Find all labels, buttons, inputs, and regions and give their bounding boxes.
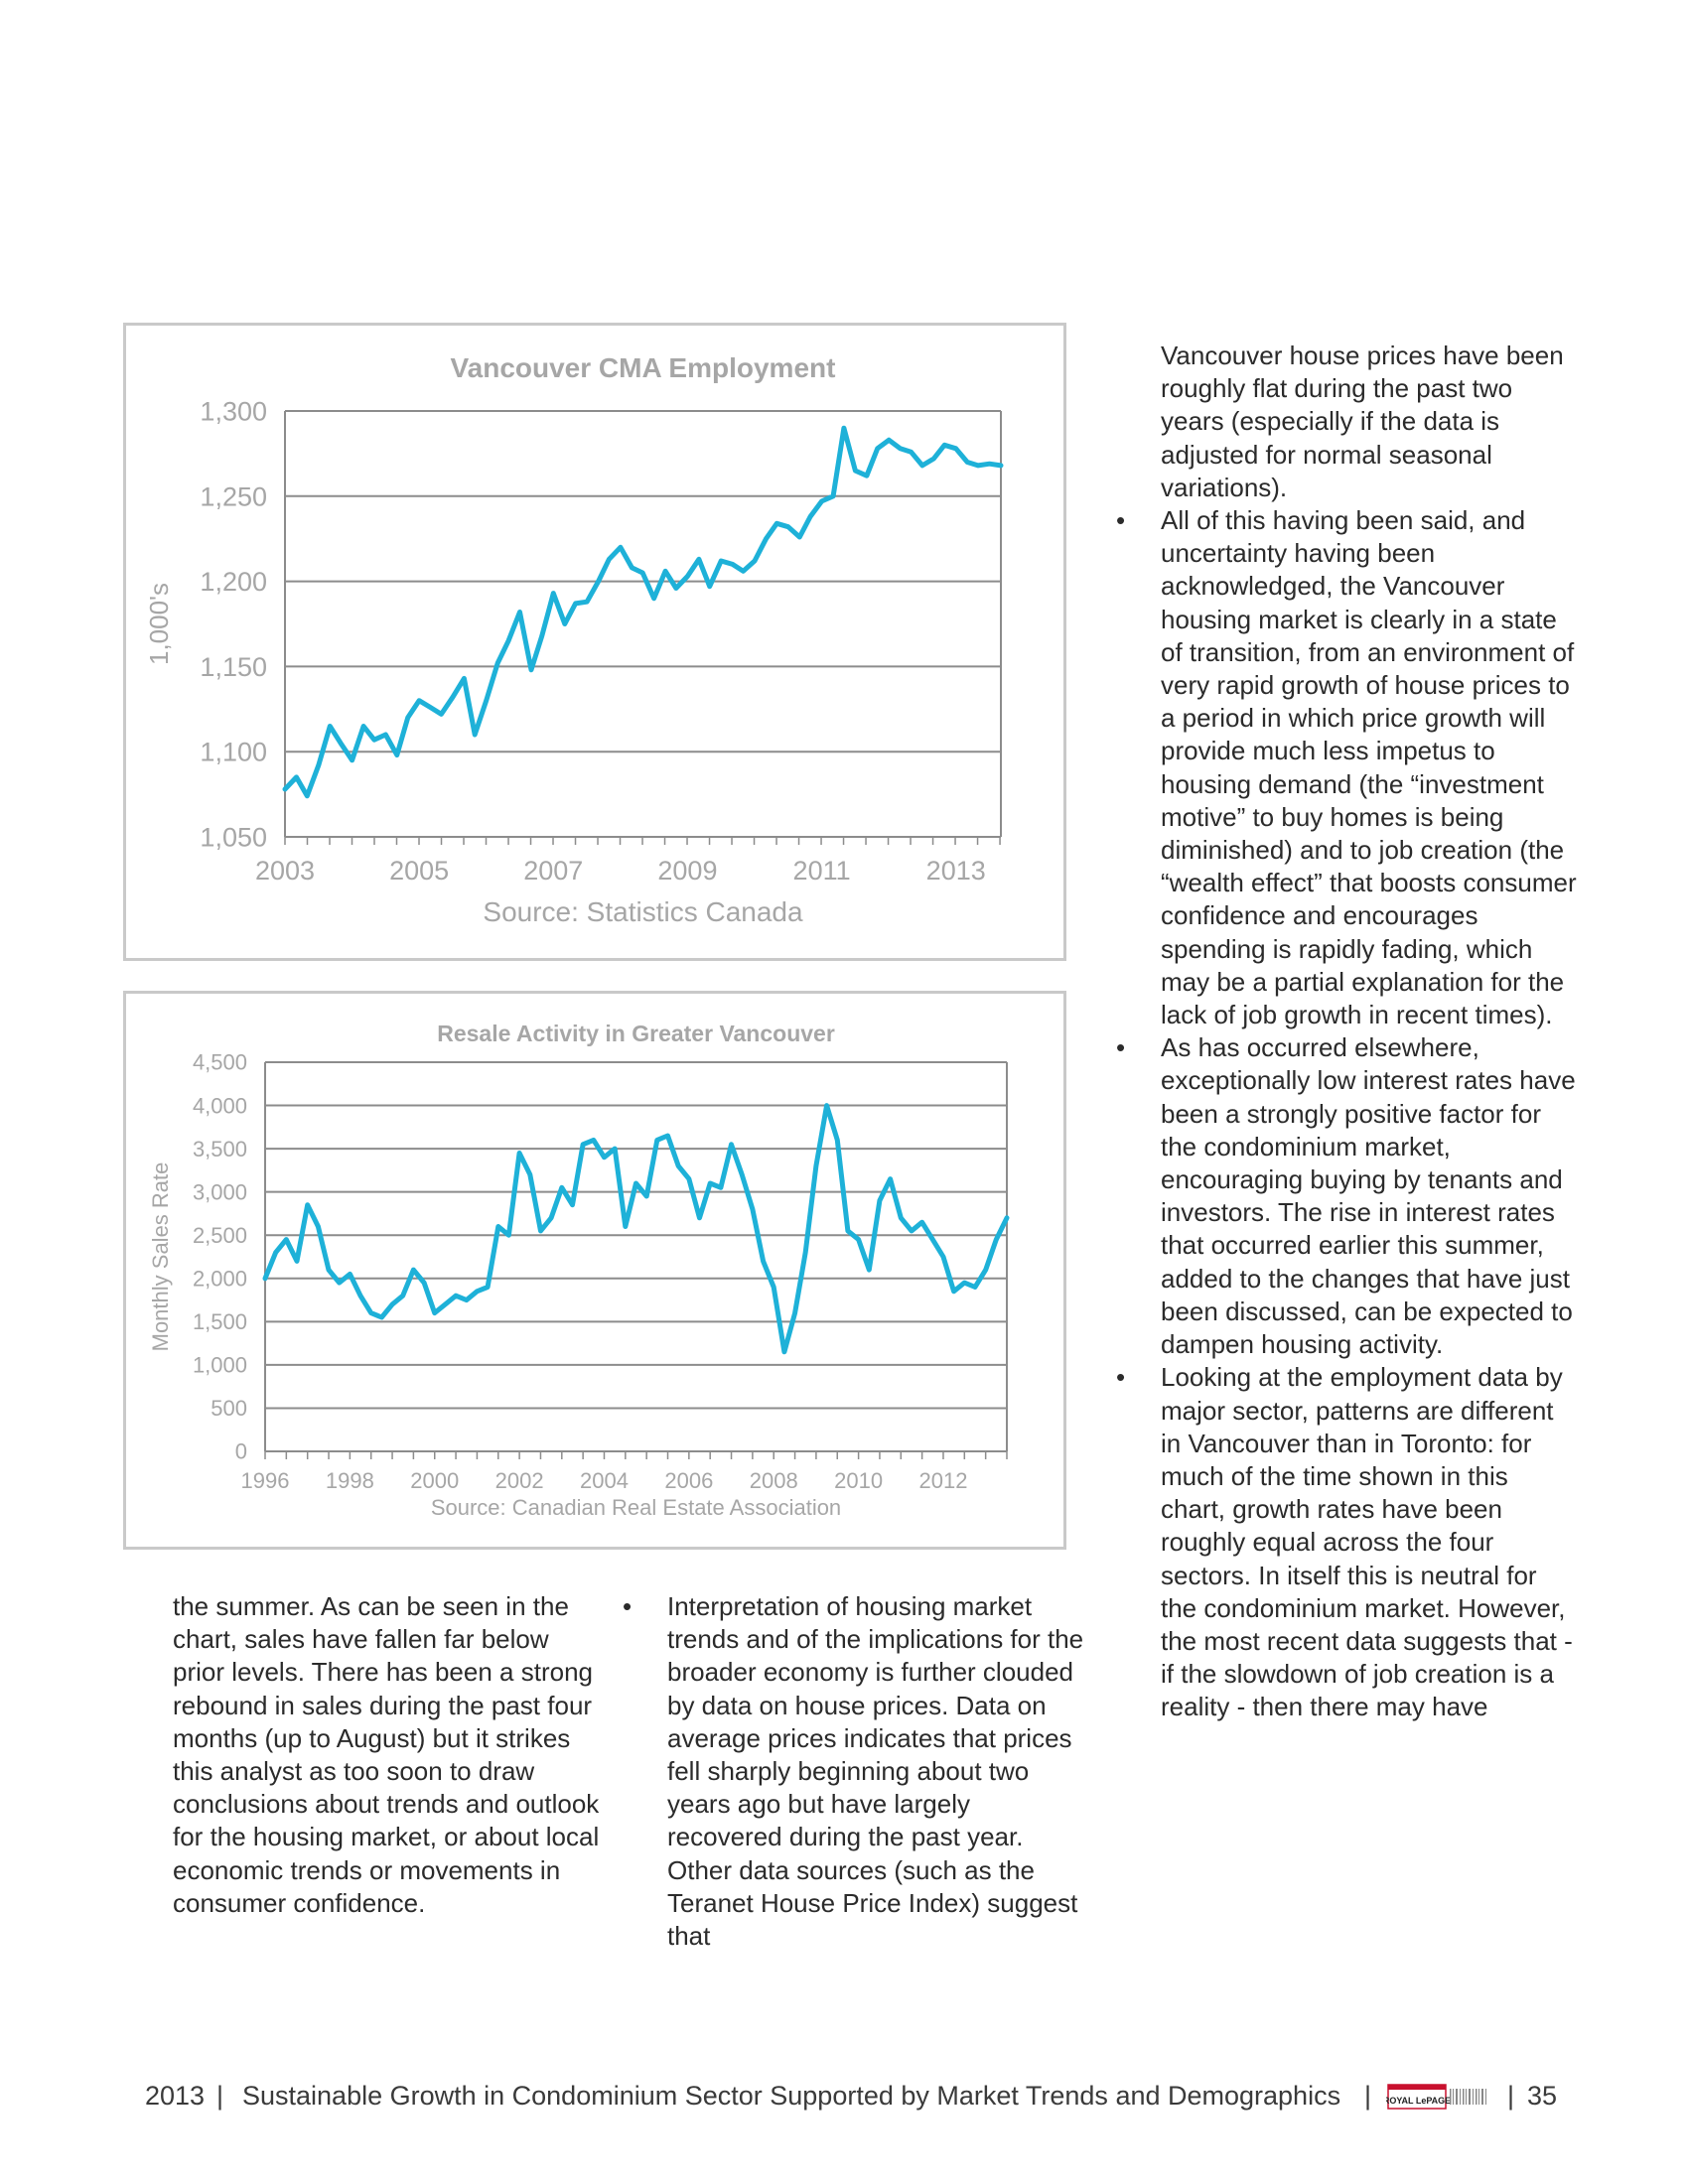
y-tick-label: 1,300	[200, 396, 267, 426]
series-line	[262, 1103, 1010, 1355]
y-tick-label: 500	[211, 1396, 247, 1421]
footer-title: Sustainable Growth in Condominium Sector…	[242, 2081, 1341, 2111]
right-bullet-1: All of this having been said, and uncert…	[1116, 504, 1578, 1031]
x-tick-label: 2002	[495, 1468, 544, 1493]
series-line	[282, 425, 1004, 799]
x-tick-label: 2003	[255, 856, 315, 886]
y-tick-label: 1,500	[193, 1309, 247, 1334]
y-tick-label: 1,000	[193, 1353, 247, 1378]
royal-lepage-logo: ROYAL LePAGE	[1383, 2083, 1489, 2111]
chart-title: Resale Activity in Greater Vancouver	[437, 1021, 835, 1046]
page-footer: 2013 | Sustainable Growth in Condominium…	[145, 2081, 1565, 2120]
y-tick-label: 1,150	[200, 652, 267, 682]
footer-separator: |	[1364, 2081, 1372, 2111]
y-tick-label: 3,500	[193, 1137, 247, 1161]
left-column: the summer. As can be seen in the chart,…	[173, 1590, 600, 1920]
x-tick-label: 2005	[389, 856, 449, 886]
right-bullet-3: Looking at the employment data by major …	[1116, 1361, 1578, 1723]
footer-separator: |	[216, 2081, 224, 2111]
y-tick-label: 0	[235, 1439, 247, 1464]
right-column: Vancouver house prices have been roughly…	[1116, 340, 1578, 1724]
middle-bullet: Interpretation of housing market trends …	[623, 1590, 1084, 1953]
x-tick-label: 2008	[750, 1468, 798, 1493]
x-tick-label: 2009	[657, 856, 717, 886]
employment-chart: Vancouver CMA Employment 1,000's 1,050 1,10…	[123, 323, 1066, 961]
royal-lepage-logo-icon: ROYAL LePAGE	[1383, 2083, 1489, 2111]
y-tick-label: 1,200	[200, 567, 267, 597]
x-tick-label: 2011	[793, 856, 851, 886]
left-column-text: the summer. As can be seen in the chart,…	[173, 1591, 600, 1918]
x-tick-label: 1996	[241, 1468, 290, 1493]
y-tick-label: 1,100	[200, 738, 267, 767]
y-tick-label: 2,500	[193, 1223, 247, 1248]
y-axis-label: 1,000's	[144, 583, 174, 665]
resale-chart: Resale Activity in Greater Vancouver Mont…	[123, 991, 1066, 1550]
chart-source: Source: Statistics Canada	[483, 896, 803, 927]
x-tick-label: 2013	[926, 856, 986, 886]
y-tick-label: 1,250	[200, 481, 267, 511]
y-tick-label: 2,000	[193, 1266, 247, 1291]
resale-chart-svg: Resale Activity in Greater Vancouver Mont…	[148, 1021, 1010, 1520]
chart-title: Vancouver CMA Employment	[451, 352, 836, 383]
x-tick-label: 2012	[918, 1468, 967, 1493]
footer-separator: |	[1507, 2081, 1515, 2111]
x-tick-label: 1998	[326, 1468, 374, 1493]
x-tick-label: 2006	[664, 1468, 713, 1493]
x-tick-label: 2010	[834, 1468, 883, 1493]
y-tick-label: 3,000	[193, 1179, 247, 1204]
right-intro: Vancouver house prices have been roughly…	[1161, 341, 1564, 502]
logo-text: ROYAL LePAGE	[1386, 2096, 1451, 2106]
y-tick-label: 4,500	[193, 1050, 247, 1075]
y-tick-label: 4,000	[193, 1093, 247, 1118]
y-axis-label: Monthly Sales Rate	[148, 1162, 173, 1352]
x-tick-label: 2007	[523, 856, 583, 886]
employment-chart-svg: Vancouver CMA Employment 1,000's 1,050 1,10…	[144, 352, 1004, 927]
x-tick-label: 2000	[410, 1468, 459, 1493]
chart-source: Source: Canadian Real Estate Association	[431, 1495, 841, 1520]
x-tick-label: 2004	[580, 1468, 629, 1493]
page-number: 35	[1527, 2081, 1558, 2111]
y-tick-label: 1,050	[200, 822, 267, 852]
middle-column: Interpretation of housing market trends …	[623, 1590, 1084, 1953]
right-bullet-2: As has occurred elsewhere, exceptionally…	[1116, 1031, 1578, 1361]
footer-year: 2013	[145, 2081, 206, 2111]
